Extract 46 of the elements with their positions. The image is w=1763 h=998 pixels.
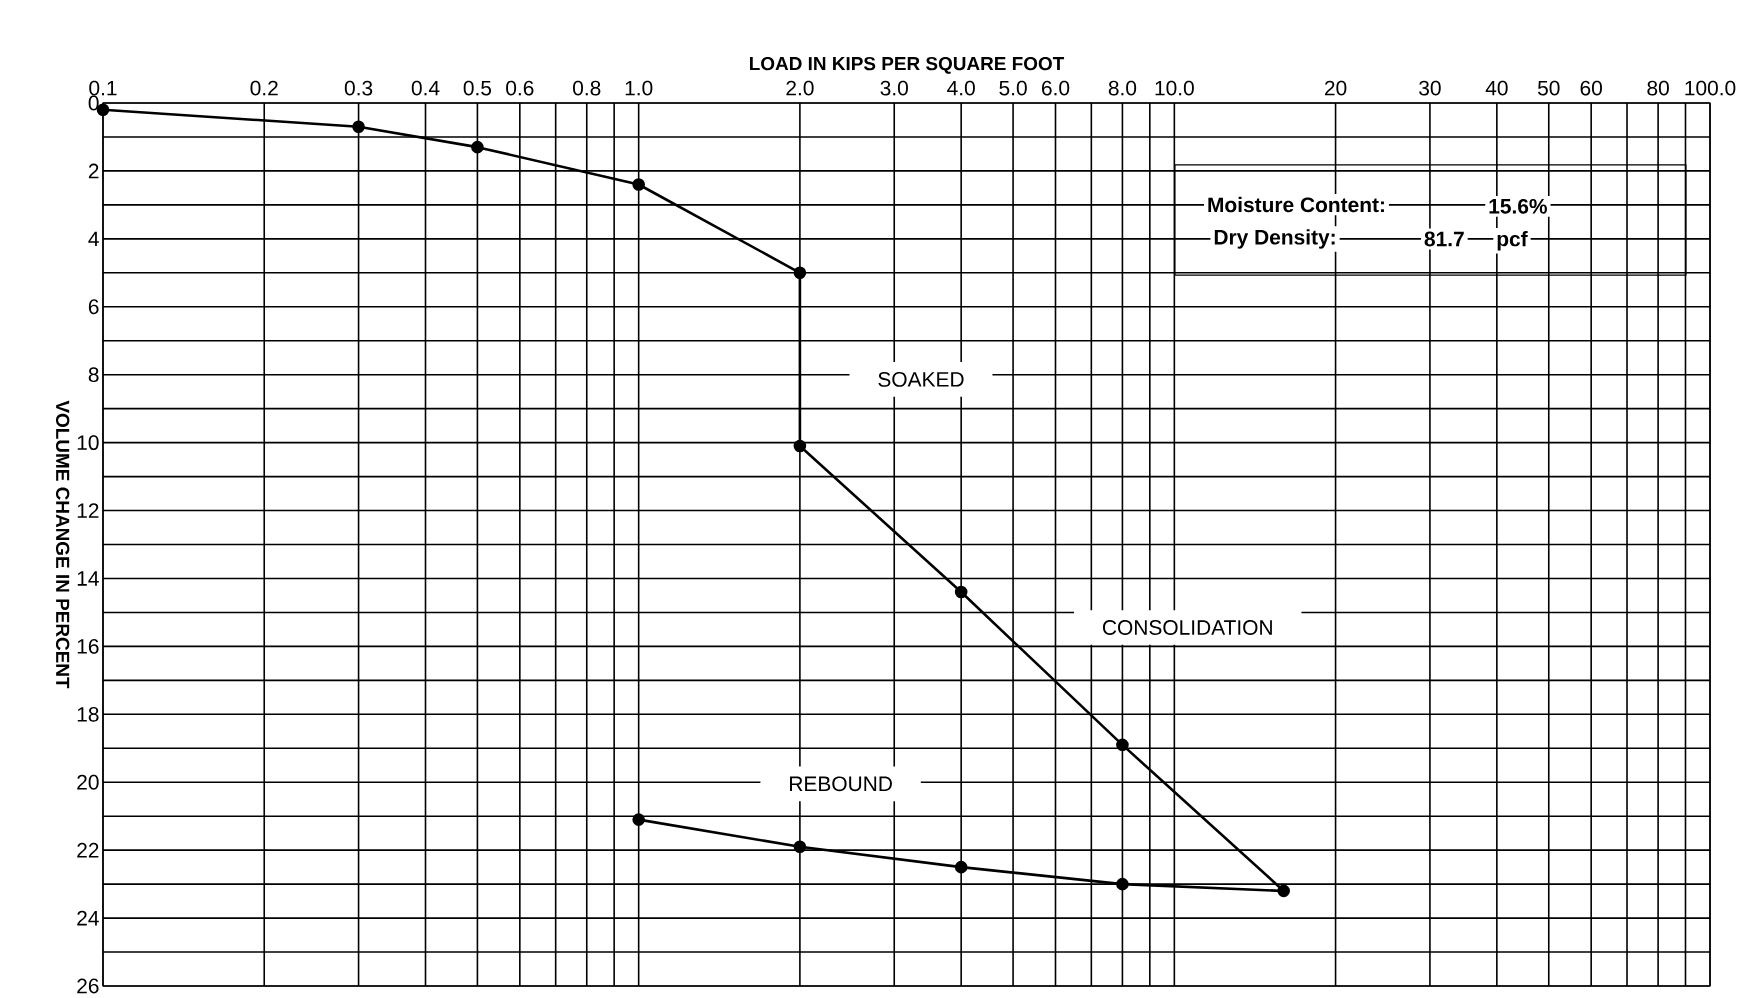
y-tick-label: 4 bbox=[88, 231, 99, 247]
y-tick-label: 0 bbox=[88, 95, 99, 111]
y-tick-label: 8 bbox=[88, 367, 99, 383]
x-tick-label: 40 bbox=[1485, 80, 1508, 96]
x-tick-label: 4.0 bbox=[947, 80, 975, 96]
y-tick-label: 6 bbox=[88, 299, 99, 315]
annotation: 15.6% bbox=[1489, 198, 1547, 214]
y-tick-label: 24 bbox=[77, 910, 99, 926]
y-tick-label: 22 bbox=[77, 842, 99, 858]
annotation: Dry Density: bbox=[1214, 229, 1335, 249]
x-tick-label: 2.0 bbox=[786, 80, 814, 96]
x-tick-label: 0.5 bbox=[463, 80, 492, 96]
annotation: SOAKED bbox=[878, 371, 964, 387]
x-tick-label: 0.2 bbox=[250, 80, 278, 96]
annotation: 81.7 bbox=[1424, 231, 1464, 247]
annotation: CONSOLIDATION bbox=[1102, 620, 1272, 635]
y-tick-label: 20 bbox=[77, 774, 99, 790]
x-tick-label: 0.3 bbox=[344, 80, 373, 96]
y-tick-label: 14 bbox=[77, 571, 99, 586]
y-tick-label: 12 bbox=[77, 503, 99, 518]
x-tick-label: 8.0 bbox=[1108, 80, 1137, 96]
x-tick-label: 10.0 bbox=[1155, 80, 1194, 96]
x-tick-label: 0.1 bbox=[89, 80, 117, 96]
x-tick-label: 0.8 bbox=[573, 80, 601, 96]
x-tick-label: 30 bbox=[1419, 80, 1441, 96]
y-axis-title: VOLUME CHANGE IN PERCENT bbox=[55, 400, 70, 689]
y-tick-label: 18 bbox=[77, 706, 99, 722]
annotation: pcf bbox=[1497, 231, 1528, 251]
x-tick-label: 6.0 bbox=[1042, 80, 1070, 96]
y-tick-label: 26 bbox=[77, 978, 99, 994]
x-tick-label: 100.0 bbox=[1685, 80, 1736, 96]
x-tick-label: 1.0 bbox=[625, 80, 653, 96]
x-tick-label: 3.0 bbox=[880, 80, 908, 96]
x-tick-label: 5.0 bbox=[999, 80, 1027, 96]
x-tick-label: 80 bbox=[1647, 80, 1669, 96]
x-tick-label: 20 bbox=[1324, 80, 1347, 96]
x-tick-label: 60 bbox=[1580, 80, 1602, 96]
annotation: REBOUND bbox=[790, 776, 892, 792]
x-tick-label: 50 bbox=[1537, 80, 1560, 96]
y-tick-label: 2 bbox=[88, 163, 99, 179]
y-tick-label: 16 bbox=[77, 638, 99, 654]
x-tick-label: 0.4 bbox=[411, 80, 440, 96]
x-tick-label: 0.6 bbox=[506, 80, 534, 96]
y-tick-label: 10 bbox=[77, 435, 99, 451]
x-axis-title: LOAD IN KIPS PER SQUARE FOOT bbox=[750, 56, 1065, 74]
annotation: Moisture Content: bbox=[1208, 196, 1384, 213]
